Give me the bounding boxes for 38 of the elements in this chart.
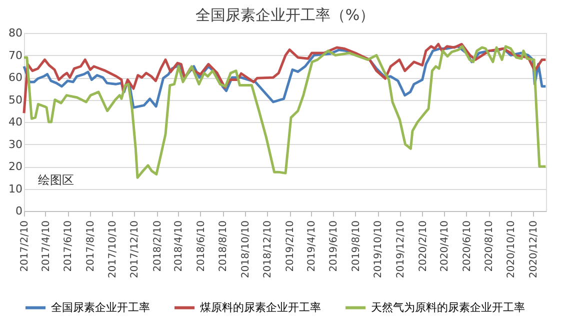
x-tick-label: 2017/2/10: [20, 220, 30, 272]
x-tick-label: 2020/10/10: [506, 220, 518, 278]
x-tick-label: 2019/12/10: [395, 220, 406, 278]
x-tick-label: 2020/6/10: [462, 220, 473, 272]
y-tick-label: 70: [8, 48, 22, 62]
x-tick-label: 2018/4/10: [174, 220, 185, 272]
x-tick-label: 2020/4/10: [440, 220, 451, 272]
y-tick-label: 10: [8, 182, 22, 196]
x-tick-label: 2018/12/10: [262, 220, 274, 278]
x-tick-label: 2019/8/10: [350, 220, 362, 272]
x-tick-label: 2017/10/10: [108, 220, 119, 278]
annotation: 绘图区: [38, 173, 74, 187]
y-tick-label: 50: [8, 93, 22, 106]
x-tick-label: 2020/8/10: [484, 220, 496, 272]
x-tick-label: 2017/12/10: [130, 220, 141, 278]
x-tick-label: 2017/8/10: [85, 220, 96, 272]
y-tick-label: 40: [8, 116, 22, 128]
chart-title: 全国尿素企业开工率（%）: [195, 6, 375, 24]
legend-label: 天然气为原料的尿素企业开工率: [371, 300, 525, 314]
x-tick-label: 2017/4/10: [40, 220, 52, 272]
x-tick-label: 2018/10/10: [240, 220, 252, 278]
y-tick-label: 20: [8, 160, 22, 173]
x-tick-label: 2017/6/10: [63, 220, 74, 272]
y-tick-label: 0: [16, 204, 22, 218]
x-tick-label: 2018/8/10: [218, 220, 230, 272]
y-tick-label: 80: [8, 26, 22, 40]
y-tick-label: 30: [8, 138, 22, 151]
x-tick-label: 2019/2/10: [285, 220, 296, 272]
x-tick-label: 2018/2/10: [152, 220, 164, 272]
x-tick-label: 2019/10/10: [373, 220, 384, 278]
x-tick-label: 2020/12/10: [528, 220, 540, 278]
x-tick-label: 2020/2/10: [418, 220, 429, 272]
legend-label: 煤原料的尿素企业开工率: [200, 300, 321, 314]
x-tick-label: 2019/6/10: [328, 220, 340, 272]
x-tick-label: 2018/6/10: [196, 220, 207, 272]
y-tick-label: 60: [8, 71, 22, 84]
legend-label: 全国尿素企业开工率: [51, 300, 150, 314]
x-tick-label: 2019/4/10: [306, 220, 318, 272]
